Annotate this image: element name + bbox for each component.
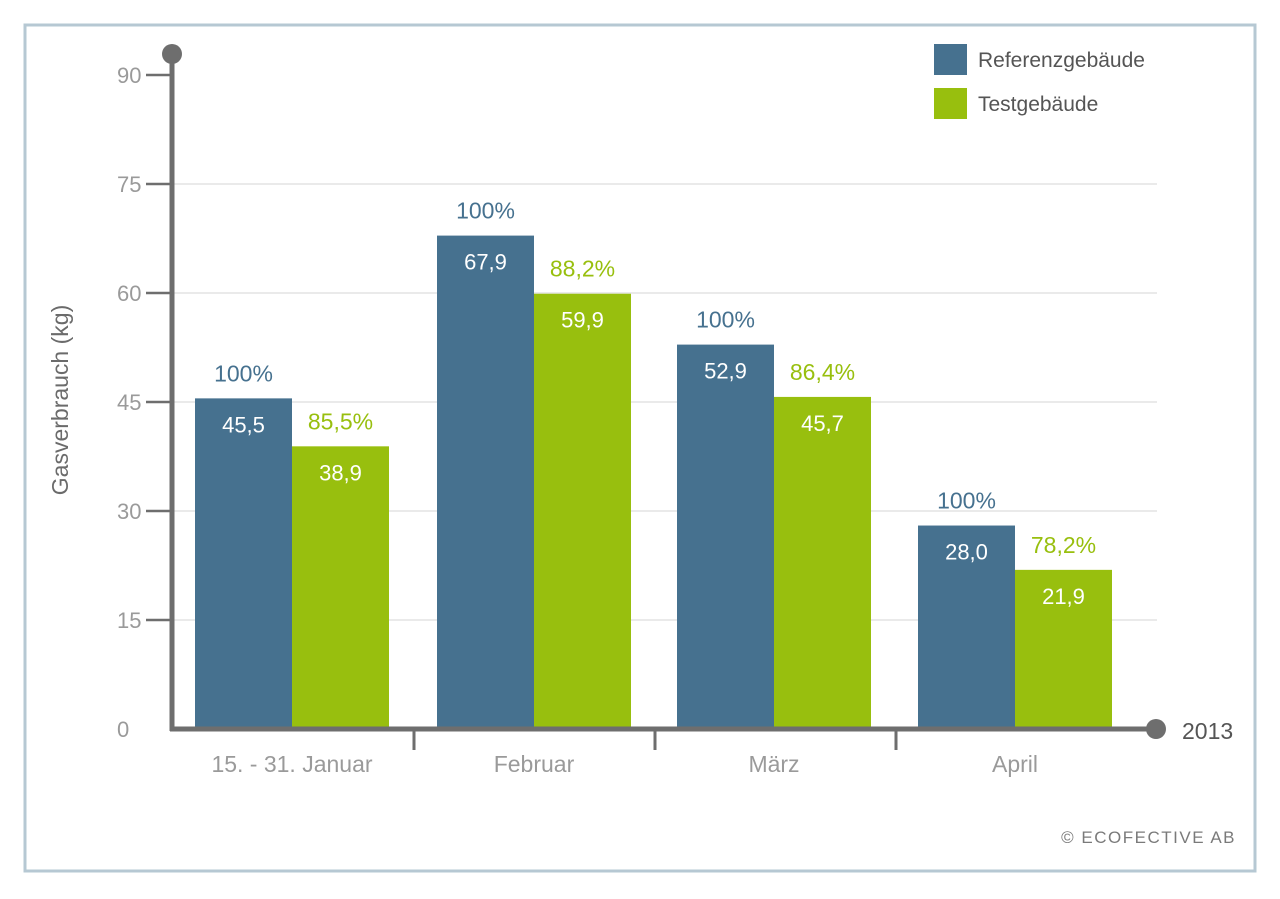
x-category-label: April (992, 751, 1038, 777)
x-category-label: Februar (494, 751, 575, 777)
bar-percent-label: 100% (696, 307, 755, 333)
bar-value-label: 52,9 (704, 359, 747, 384)
bar-value-label: 45,7 (801, 411, 844, 436)
bar-percent-label: 100% (937, 488, 996, 514)
bar-percent-label: 78,2% (1031, 532, 1096, 558)
bar-test (292, 446, 389, 729)
bar-test (774, 396, 871, 729)
bar-value-label: 67,9 (464, 250, 507, 275)
legend-swatch (934, 44, 967, 75)
y-tick-label: 90 (117, 63, 141, 88)
legend-swatch (934, 88, 967, 119)
bar-referenz (195, 398, 292, 729)
bar-referenz (918, 525, 1015, 729)
bar-percent-label: 100% (456, 198, 515, 224)
bar-test (534, 293, 631, 729)
bar-percent-label: 85,5% (308, 408, 373, 434)
axes: 0 15 30 45 60 75 90 15. - 31. Januar Februar März… (117, 44, 1166, 777)
y-axis-title: Gasverbrauch (kg) (47, 305, 73, 495)
y-tick-label: 0 (117, 717, 129, 742)
copyright-text: © ECOFECTIVE AB (1061, 828, 1236, 847)
bar-value-label: 28,0 (945, 540, 988, 565)
x-axis-end-dot (1146, 719, 1166, 739)
bar-value-label: 21,9 (1042, 584, 1085, 609)
bar-value-label: 59,9 (561, 308, 604, 333)
legend: Referenzgebäude Testgebäude (934, 44, 1145, 119)
bar-percent-label: 100% (214, 360, 273, 386)
x-category-label: 15. - 31. Januar (211, 751, 372, 777)
bars (195, 235, 1112, 730)
bar-referenz (437, 235, 534, 730)
y-tick-label: 45 (117, 390, 141, 415)
bar-percent-label: 86,4% (790, 359, 855, 385)
bar-value-label: 45,5 (222, 412, 265, 437)
y-tick-label: 75 (117, 172, 141, 197)
bar-percent-label: 88,2% (550, 256, 615, 282)
x-axis-year-label: 2013 (1182, 718, 1233, 744)
y-tick-label: 60 (117, 281, 141, 306)
legend-label: Referenzgebäude (978, 49, 1145, 72)
bar-referenz (677, 344, 774, 729)
y-tick-label: 30 (117, 499, 141, 524)
bar-labels: 45,5 100% 67,9 100% 52,9 100% 28,0 100% 38,9 85,5… (214, 198, 1096, 609)
bar-value-label: 38,9 (319, 460, 362, 485)
y-tick-label: 15 (117, 608, 141, 633)
x-category-label: März (748, 751, 799, 777)
legend-label: Testgebäude (978, 93, 1098, 116)
y-axis-end-dot (162, 44, 182, 64)
bar-test (1015, 569, 1112, 729)
